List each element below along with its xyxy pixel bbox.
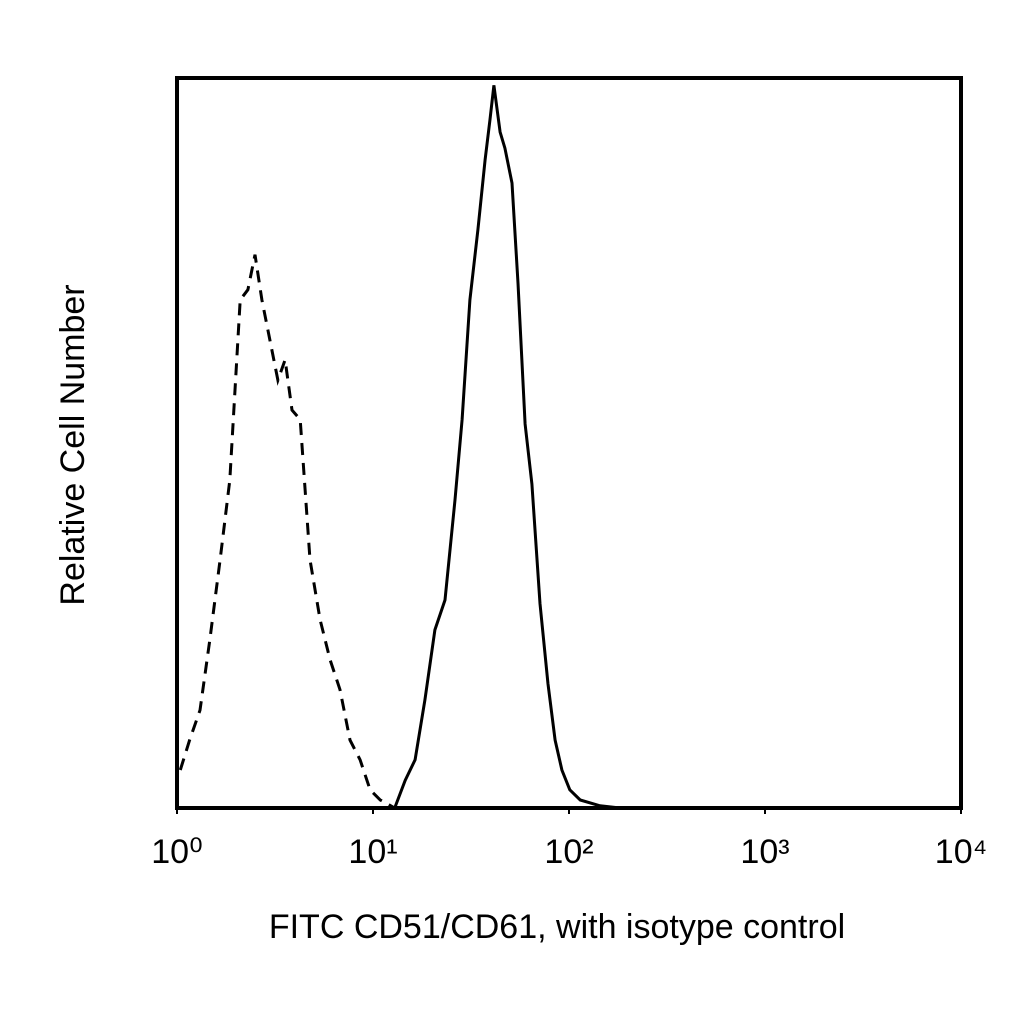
histogram-line [393, 85, 621, 810]
x-tick-label: 10¹ [348, 833, 397, 871]
x-tick-label: 10³ [740, 833, 789, 871]
x-axis-label: FITC CD51/CD61, with isotype control [269, 908, 845, 946]
x-tick-label: 10⁰ [151, 833, 202, 871]
histogram-line [178, 254, 396, 810]
x-tick-label: 10² [544, 833, 593, 871]
x-tick-label: 10⁴ [935, 833, 987, 871]
y-axis-label: Relative Cell Number [54, 284, 92, 605]
plot-frame [175, 76, 963, 810]
